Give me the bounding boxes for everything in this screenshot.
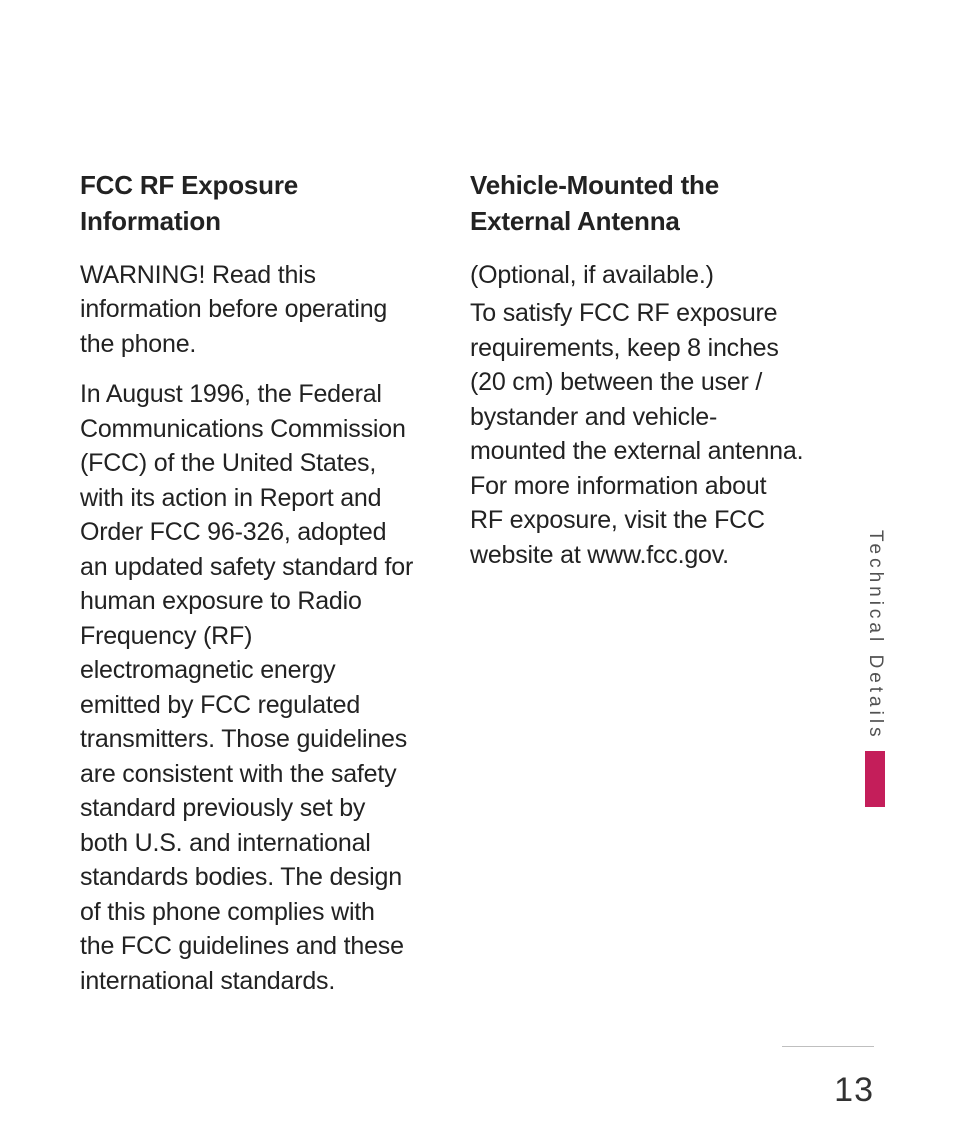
left-heading: FCC RF Exposure Information: [80, 168, 415, 240]
page-number: 13: [834, 1071, 874, 1110]
left-warning: WARNING! Read this information before op…: [80, 258, 415, 362]
left-body: In August 1996, the Federal Communicatio…: [80, 377, 415, 998]
content-columns: FCC RF Exposure Information WARNING! Rea…: [80, 168, 800, 998]
right-body: To satisfy FCC RF exposure requirements,…: [470, 296, 805, 572]
page-divider: [782, 1046, 874, 1047]
left-column: FCC RF Exposure Information WARNING! Rea…: [80, 168, 415, 998]
right-subheading: (Optional, if available.): [470, 258, 805, 293]
side-tab-label: Technical Details: [864, 530, 886, 741]
right-column: Vehicle-Mounted the External Antenna (Op…: [470, 168, 805, 998]
right-heading: Vehicle-Mounted the External Antenna: [470, 168, 805, 240]
side-tab-bar: [865, 751, 885, 807]
side-tab: Technical Details: [864, 530, 886, 807]
document-page: FCC RF Exposure Information WARNING! Rea…: [0, 0, 954, 1145]
